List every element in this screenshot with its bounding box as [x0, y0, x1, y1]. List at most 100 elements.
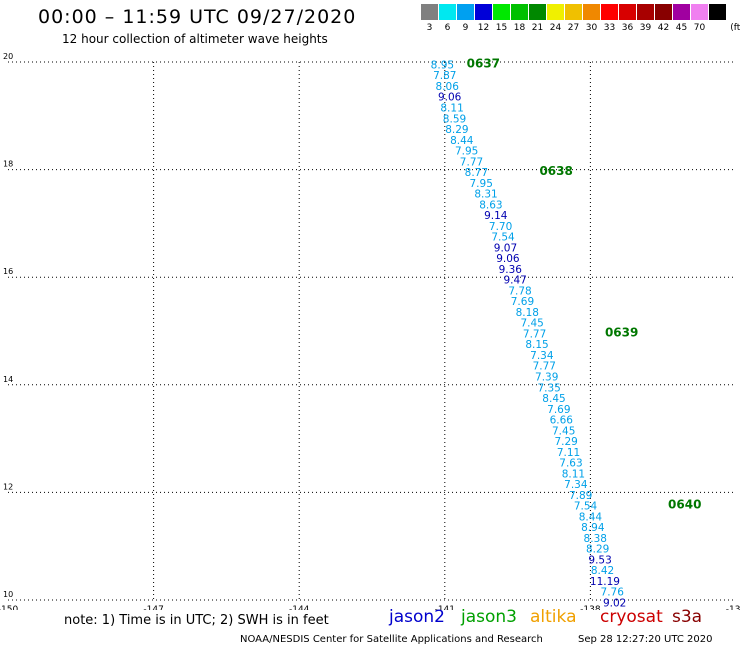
wave-height-value: 7.39 [535, 371, 558, 383]
wave-height-value: 8.44 [450, 135, 474, 147]
pass-time-label: 0638 [539, 164, 572, 178]
scale-swatch [691, 4, 708, 20]
mission-s3a: s3a [672, 607, 703, 627]
wave-height-value: 8.11 [562, 468, 585, 480]
lon-tick-label: -138 [580, 605, 601, 610]
lon-tick-label: -135 [726, 605, 740, 610]
wave-height-value: 9.06 [496, 253, 520, 265]
wave-height-value: 8.18 [516, 307, 539, 319]
wave-height-value: 7.11 [557, 447, 580, 459]
scale-swatch [637, 4, 654, 20]
wave-height-value: 7.77 [533, 361, 556, 373]
wave-height-value: 7.69 [547, 404, 570, 416]
lon-tick-label: -150 [0, 605, 18, 610]
wave-height-value: 6.66 [550, 415, 574, 427]
scale-label: 12 [477, 23, 490, 33]
scale-swatch [601, 4, 618, 20]
wave-height-value: 9.47 [503, 275, 526, 287]
scale-label: 24 [549, 23, 562, 33]
scale-label: 42 [657, 23, 670, 33]
scale-label: 39 [639, 23, 652, 33]
wave-height-value: 9.07 [494, 242, 517, 254]
scale-label: 15 [495, 23, 508, 33]
scale-swatch [421, 4, 438, 20]
mission-altika: altika [530, 607, 577, 627]
wave-height-value: 8.44 [579, 511, 603, 523]
wave-height-value: 9.02 [603, 597, 626, 609]
wave-height-value: 8.42 [591, 565, 614, 577]
wave-height-value: 8.77 [465, 167, 488, 179]
scale-swatch [655, 4, 672, 20]
wave-height-value: 7.63 [559, 458, 582, 470]
scale-swatch [673, 4, 690, 20]
wave-height-value: 9.06 [438, 92, 462, 104]
pass-time-label: 0640 [668, 498, 701, 512]
scale-unit: (ft) [730, 23, 740, 33]
footer-timestamp: Sep 28 12:27:20 UTC 2020 [578, 634, 713, 645]
wave-height-value: 7.54 [491, 232, 515, 244]
scale-swatch [475, 4, 492, 20]
wave-height-value: 8.29 [586, 544, 609, 556]
scale-swatch [439, 4, 456, 20]
wave-height-value: 8.29 [445, 124, 468, 136]
wave-height-value: 9.53 [588, 554, 611, 566]
scale-label: 9 [462, 23, 469, 33]
wave-height-value: 8.94 [581, 522, 605, 534]
wave-height-value: 8.38 [584, 533, 607, 545]
scale-swatch [493, 4, 510, 20]
wave-height-value: 7.76 [601, 587, 625, 599]
wave-height-value: 7.54 [574, 501, 598, 513]
lat-tick-label: 18 [3, 160, 13, 169]
scale-label: 70 [693, 23, 706, 33]
lon-tick-label: -147 [143, 605, 163, 610]
wave-height-value: 11.19 [590, 576, 620, 588]
scale-label: 27 [567, 23, 580, 33]
wave-height-value: 7.95 [455, 146, 478, 158]
scale-swatch [457, 4, 474, 20]
mission-cryosat: cryosat [600, 607, 663, 627]
wave-height-value: 7.34 [564, 479, 588, 491]
scale-label: 3 [426, 23, 433, 33]
scale-swatch [619, 4, 636, 20]
lat-tick-label: 20 [3, 52, 13, 61]
wave-height-value: 7.77 [460, 156, 483, 168]
scale-label: 36 [621, 23, 634, 33]
wave-height-value: 9.14 [484, 210, 508, 222]
scale-swatch [529, 4, 546, 20]
wave-height-value: 7.77 [523, 328, 546, 340]
scale-swatch [547, 4, 564, 20]
wave-height-value: 7.35 [537, 382, 560, 394]
page-subtitle: 12 hour collection of altimeter wave hei… [62, 32, 328, 46]
pass-time-label: 0639 [605, 325, 638, 339]
scale-swatch [565, 4, 582, 20]
lon-tick-label: -144 [289, 605, 310, 610]
scale-label: 18 [513, 23, 526, 33]
mission-jason3: jason3 [461, 607, 517, 627]
wave-height-value: 8.31 [474, 189, 497, 201]
pass-time-label: 0637 [467, 56, 500, 70]
scale-label: 45 [675, 23, 688, 33]
wave-height-value: 8.15 [525, 339, 548, 351]
mission-jason2: jason2 [389, 607, 445, 627]
wave-height-value: 7.89 [569, 490, 592, 502]
wave-height-value: 8.06 [436, 81, 460, 93]
wave-height-value: 7.95 [470, 178, 493, 190]
wave-height-value: 7.45 [552, 425, 575, 437]
page-title: 00:00 – 11:59 UTC 09/27/2020 [38, 6, 357, 28]
wave-height-value: 8.95 [431, 59, 454, 71]
scale-label: 21 [531, 23, 544, 33]
footer: NOAA/NESDIS Center for Satellite Applica… [240, 634, 712, 645]
scale-swatch [511, 4, 528, 20]
wave-height-value: 8.11 [440, 102, 463, 114]
wave-height-value: 7.69 [511, 296, 534, 308]
scale-swatch [709, 4, 726, 20]
wave-height-value: 7.87 [433, 70, 456, 82]
lat-tick-label: 16 [3, 267, 13, 276]
wave-height-value: 7.70 [489, 221, 512, 233]
wave-height-value: 7.78 [508, 285, 531, 297]
lat-tick-label: 14 [3, 375, 13, 384]
wave-height-map: -150 -147 -144 -141 -138 -135 10 12 14 16 18 20 8.95… [0, 52, 740, 610]
lat-tick-label: 10 [3, 590, 13, 599]
wave-height-value: 7.45 [520, 318, 543, 330]
scale-label: 30 [585, 23, 598, 33]
